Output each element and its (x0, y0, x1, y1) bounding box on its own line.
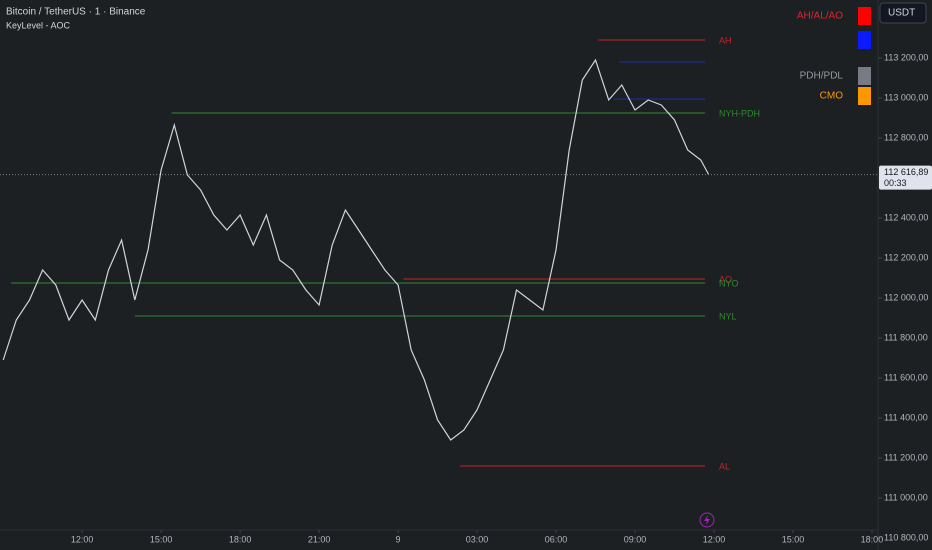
y-tick-label: 112 200,00 (884, 252, 928, 262)
y-tick-label: 111 800,00 (884, 332, 928, 342)
level-label: AH (719, 35, 732, 45)
legend-label: AH/AL/AO (797, 11, 843, 22)
y-tick-label: 112 400,00 (884, 212, 928, 222)
y-tick-label: 112 000,00 (884, 292, 928, 302)
symbol: Bitcoin / TetherUS · 1 · Binance (6, 7, 146, 18)
last-price-box (879, 165, 932, 190)
last-price-label: 112 616,89 (884, 167, 928, 177)
x-tick-label: 15:00 (782, 534, 805, 544)
legend-swatch (858, 31, 871, 49)
y-tick-label: 111 600,00 (884, 372, 928, 382)
x-tick-label: 9 (396, 534, 401, 544)
legend-swatch (858, 7, 871, 25)
x-tick-label: 09:00 (624, 534, 647, 544)
y-tick-label: 110 800,00 (884, 532, 928, 542)
legend-label: CMO (820, 91, 844, 102)
lightning-icon[interactable] (699, 512, 715, 528)
y-tick-label: 111 400,00 (884, 412, 928, 422)
y-tick-label: 111 000,00 (884, 492, 928, 502)
price-line (2, 58, 710, 441)
x-tick-label: 12:00 (703, 534, 726, 544)
y-tick-label: 113 200,00 (884, 52, 928, 62)
level-label: AL (719, 461, 730, 471)
y-tick-label: 112 800,00 (884, 132, 928, 142)
x-tick-label: 12:00 (71, 534, 94, 544)
lightning (704, 515, 710, 525)
currency[interactable]: USDT (888, 8, 915, 19)
level-label: NYL (719, 311, 737, 321)
legend-swatch (858, 67, 871, 85)
x-tick-label: 21:00 (308, 534, 331, 544)
x-tick-label: 18:00 (861, 534, 884, 544)
level-label: AO (719, 274, 732, 284)
level-label: NYO (719, 278, 739, 288)
legend-label: PDH/PDL (800, 71, 844, 82)
x-tick-label: 15:00 (150, 534, 173, 544)
countdown: 00:33 (884, 178, 907, 188)
y-tick-label: 113 000,00 (884, 92, 928, 102)
x-tick-label: 06:00 (545, 534, 568, 544)
indicator: KeyLevel - AOC (6, 20, 71, 30)
y-tick-label: 111 200,00 (884, 452, 928, 462)
currency-button[interactable] (879, 2, 927, 24)
legend-swatch (858, 87, 871, 105)
x-tick-label: 18:00 (229, 534, 252, 544)
x-tick-label: 03:00 (466, 534, 489, 544)
level-label: NYH-PDH (719, 108, 760, 118)
